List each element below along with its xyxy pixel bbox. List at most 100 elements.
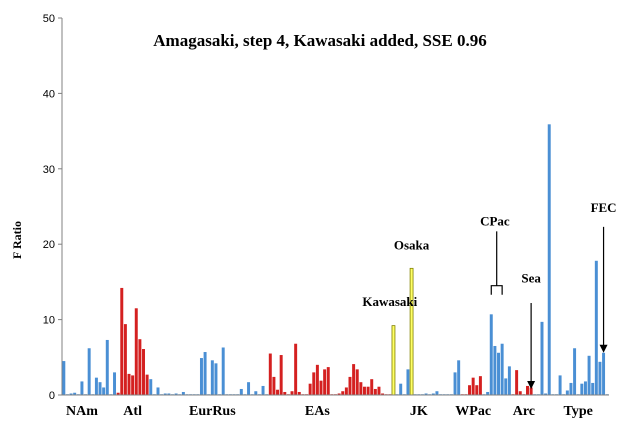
bar: [98, 382, 102, 395]
bar: [102, 387, 106, 395]
annotation-label: FEC: [591, 200, 617, 215]
bar: [87, 348, 91, 395]
y-tick-label: 40: [43, 88, 55, 100]
annotation-arrow-head: [527, 380, 536, 389]
bar: [210, 360, 214, 395]
bar: [583, 381, 587, 395]
group-label: Arc: [513, 404, 535, 419]
bar: [362, 386, 366, 395]
bar: [279, 355, 283, 395]
bar: [174, 393, 178, 395]
bar: [478, 376, 482, 395]
bar: [272, 376, 276, 395]
bar: [268, 353, 272, 395]
bar: [587, 355, 591, 395]
bar: [73, 392, 77, 395]
y-axis-label: F Ratio: [10, 221, 24, 259]
group-label: EurRus: [189, 404, 236, 419]
bar: [591, 382, 595, 395]
bar: [181, 391, 185, 395]
bar: [156, 387, 160, 395]
annotation-label: CPac: [480, 213, 510, 228]
bar: [366, 386, 370, 395]
bar: [199, 358, 203, 395]
bar: [80, 381, 84, 395]
y-tick-label: 0: [49, 390, 55, 402]
bar: [94, 377, 98, 395]
bar: [120, 287, 124, 395]
bar: [239, 388, 243, 395]
bar: [529, 387, 533, 395]
bar: [594, 260, 598, 395]
bar: [540, 321, 544, 395]
annotations: Osaka Kawasaki CPac Sea FEC: [362, 200, 617, 389]
annotation-label: Sea: [521, 271, 541, 286]
bar: [276, 389, 280, 395]
bar: [507, 366, 511, 395]
bar: [127, 373, 131, 395]
bar: [547, 124, 551, 395]
group-label: NAm: [66, 404, 98, 419]
group-label: WPac: [455, 404, 491, 419]
bar: [312, 372, 316, 395]
bar: [142, 349, 145, 395]
chart-title: Amagasaki, step 4, Kawasaki added, SSE 0…: [153, 31, 486, 50]
group-label: EAs: [305, 404, 330, 419]
bar: [526, 385, 529, 395]
bar: [558, 375, 562, 395]
bar: [163, 393, 167, 395]
bar: [431, 393, 435, 395]
bar: [518, 391, 522, 395]
bar: [381, 393, 385, 395]
bar: [149, 379, 153, 395]
annotation-arrow-head: [599, 344, 608, 353]
bar: [453, 372, 457, 395]
bar: [377, 386, 381, 395]
bar: [297, 391, 301, 395]
bar: [348, 376, 352, 395]
bar: [62, 361, 66, 395]
bar: [123, 324, 127, 395]
bar: [352, 364, 356, 395]
bar: [247, 382, 251, 395]
bar: [565, 390, 569, 395]
bar: [290, 391, 294, 395]
bar: [221, 347, 225, 395]
y-axis: 0 10 20 30 40 50: [43, 13, 63, 402]
group-label: JK: [410, 404, 428, 419]
bar: [471, 377, 475, 395]
bar: [486, 391, 490, 395]
bar: [602, 352, 606, 395]
bar: [598, 361, 602, 395]
bar: [493, 345, 497, 395]
bar: [319, 380, 323, 395]
bar: [308, 383, 312, 395]
bar: [544, 393, 548, 395]
bar: [489, 314, 493, 395]
bar: [373, 388, 377, 395]
annotation-label: Kawasaki: [362, 294, 417, 309]
y-tick-label: 10: [43, 315, 55, 327]
bar: [294, 343, 298, 395]
bar: [370, 379, 374, 395]
y-tick-label: 50: [43, 13, 55, 25]
bar: [569, 382, 573, 395]
bar: [457, 360, 461, 395]
bar: [355, 369, 359, 395]
bar: [315, 364, 319, 395]
bar: [515, 370, 519, 395]
bar: [424, 393, 428, 395]
bar: [391, 325, 396, 396]
bar: [203, 352, 207, 395]
bar: [435, 391, 439, 395]
group-labels: NAm Atl EurRus EAs JK WPac Arc Type: [66, 404, 593, 419]
bar: [359, 382, 363, 395]
y-tick-label: 30: [43, 164, 55, 176]
bar: [341, 391, 345, 395]
group-label: Type: [564, 404, 593, 419]
group-label: Atl: [123, 404, 142, 419]
bar: [468, 385, 472, 395]
bar: [500, 343, 504, 395]
bar: [214, 363, 218, 395]
